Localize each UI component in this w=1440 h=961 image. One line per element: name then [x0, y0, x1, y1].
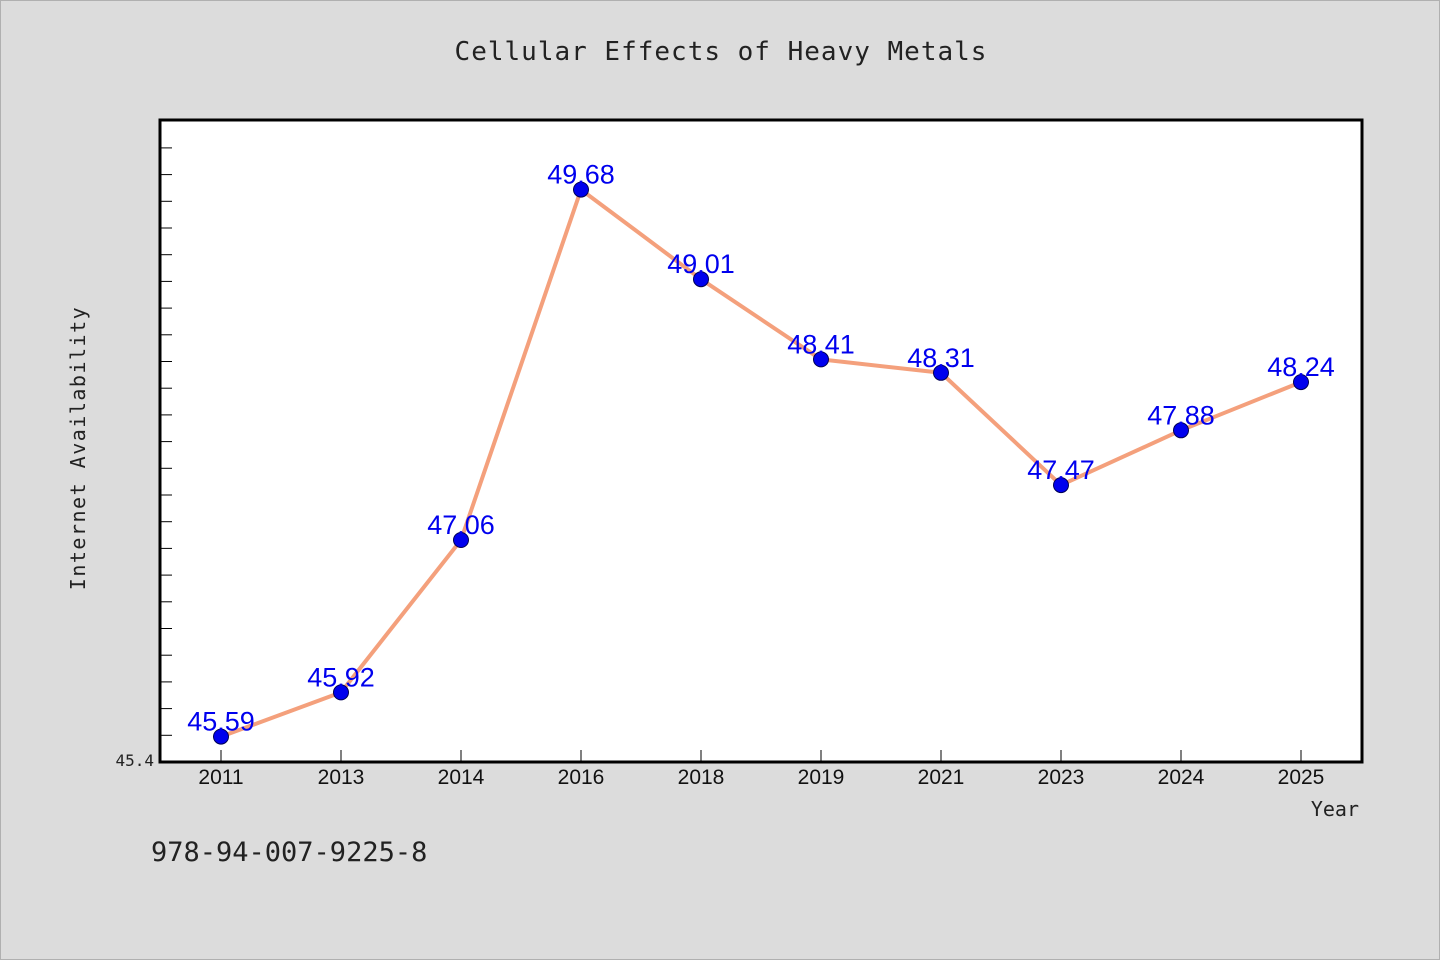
data-point [453, 532, 469, 548]
chart-title: Cellular Effects of Heavy Metals [454, 37, 988, 67]
data-label: 47.06 [427, 510, 495, 540]
data-label: 48.24 [1267, 352, 1335, 382]
data-point [333, 684, 349, 701]
data-label: 49.68 [547, 160, 615, 190]
data-point [1053, 477, 1069, 494]
data-point [573, 181, 589, 198]
x-tick-label: 2024 [1158, 766, 1205, 789]
x-tick-label: 2013 [318, 766, 365, 789]
data-label: 47.47 [1027, 455, 1095, 485]
data-label: 47.88 [1147, 400, 1215, 430]
data-label: 48.41 [787, 329, 855, 359]
x-axis-ticks: 2011 2013 2014 2016 2018 2019 2021 2023 2024 2025 [198, 750, 1324, 789]
series-layer: 45.59 45.92 47.06 49.68 49.01 48.41 48.31 47.47… [187, 160, 1335, 745]
data-label: 45.92 [307, 662, 375, 692]
x-tick-label: 2014 [438, 766, 485, 789]
data-point [1293, 374, 1309, 391]
data-label: 48.31 [907, 343, 975, 373]
data-point [1173, 422, 1189, 439]
x-axis-label: Year [1310, 797, 1359, 821]
x-tick-label: 2025 [1278, 766, 1325, 789]
x-tick-label: 2016 [558, 766, 605, 789]
data-label: 45.59 [187, 707, 255, 737]
data-point [693, 271, 709, 288]
footer-identifier: 978-94-007-9225-8 [151, 837, 428, 868]
y-tick-label: 45.4 [115, 751, 154, 770]
series-line [219, 187, 1303, 739]
x-tick-label: 2019 [798, 766, 845, 789]
data-point [213, 728, 229, 745]
x-tick-label: 2011 [198, 766, 243, 789]
y-axis-label: Internet Availability [66, 305, 90, 591]
x-tick-label: 2018 [678, 766, 725, 789]
y-axis-ticks: 45.4 [115, 147, 172, 770]
x-tick-label: 2023 [1038, 766, 1085, 789]
x-tick-label: 2021 [918, 766, 965, 789]
data-point [813, 351, 829, 368]
data-point [933, 364, 949, 381]
data-label: 49.01 [667, 249, 735, 279]
